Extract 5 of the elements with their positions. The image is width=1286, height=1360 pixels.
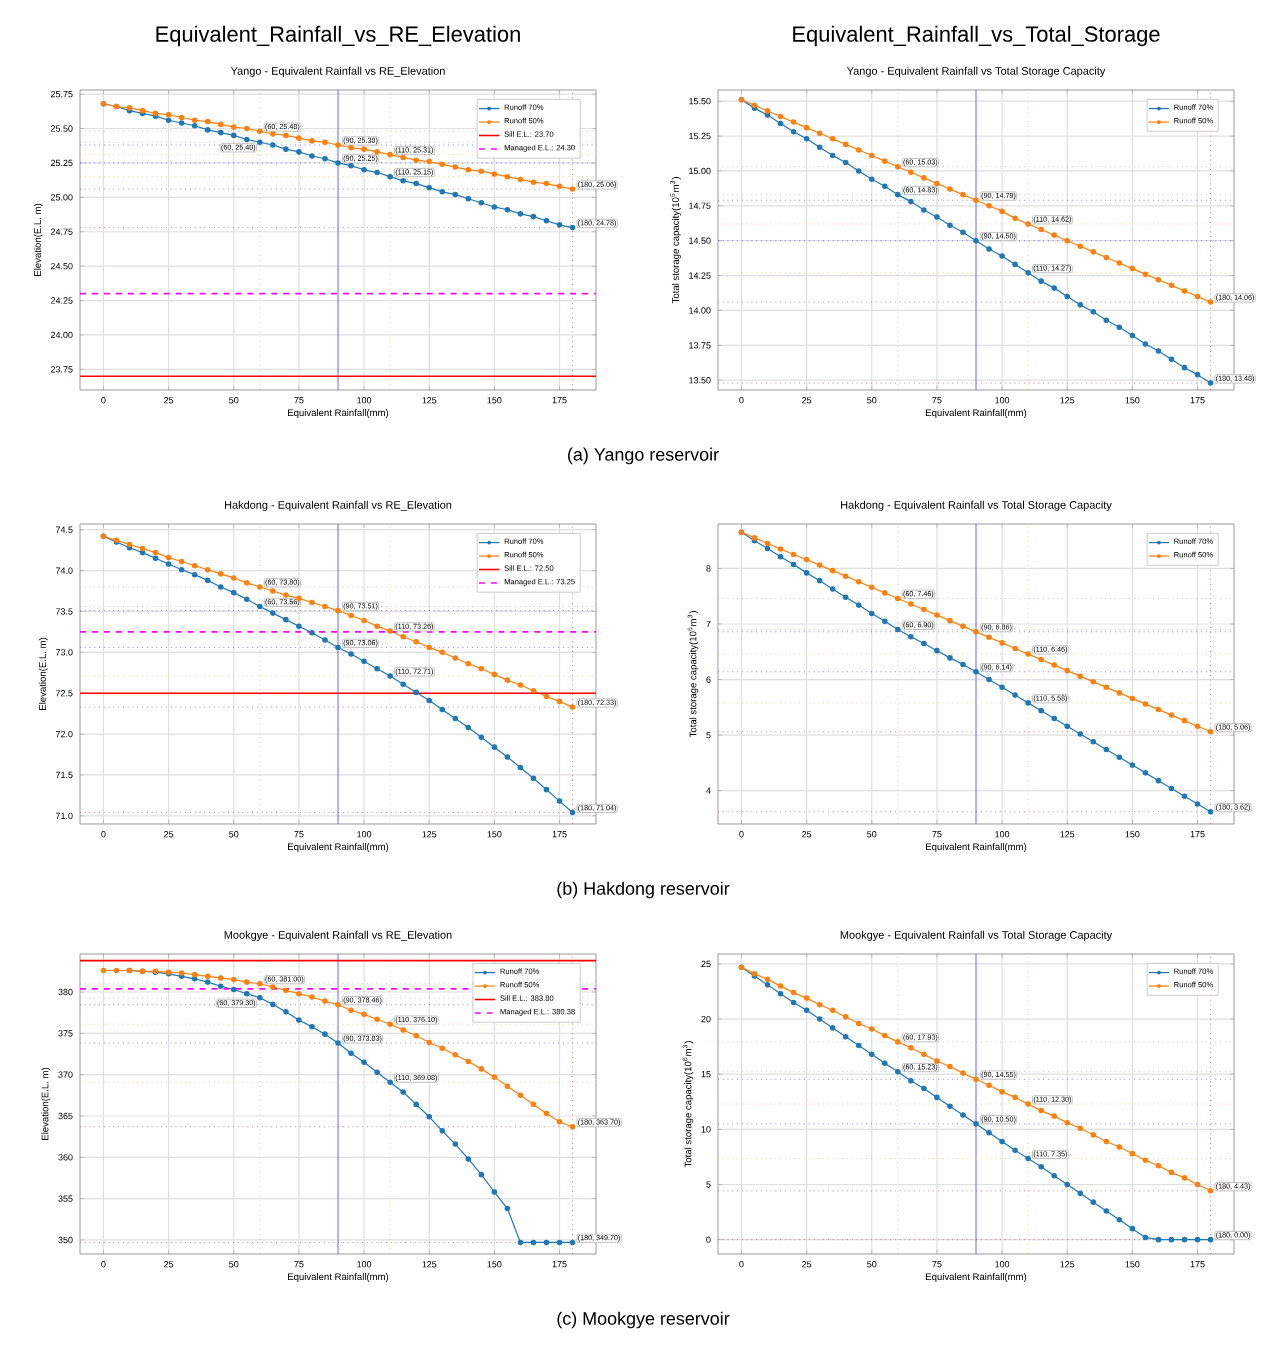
chart-title: Equivalent_Rainfall_vs_Total_Storage xyxy=(793,25,1160,47)
text: (c) Mookgye reservoir xyxy=(557,1311,730,1329)
text: (a) Yango reservoir xyxy=(568,447,719,465)
chart-title: Equivalent_Rainfall_vs_RE_Elevation xyxy=(156,25,520,47)
text: (b) Hakdong reservoir xyxy=(557,881,730,899)
